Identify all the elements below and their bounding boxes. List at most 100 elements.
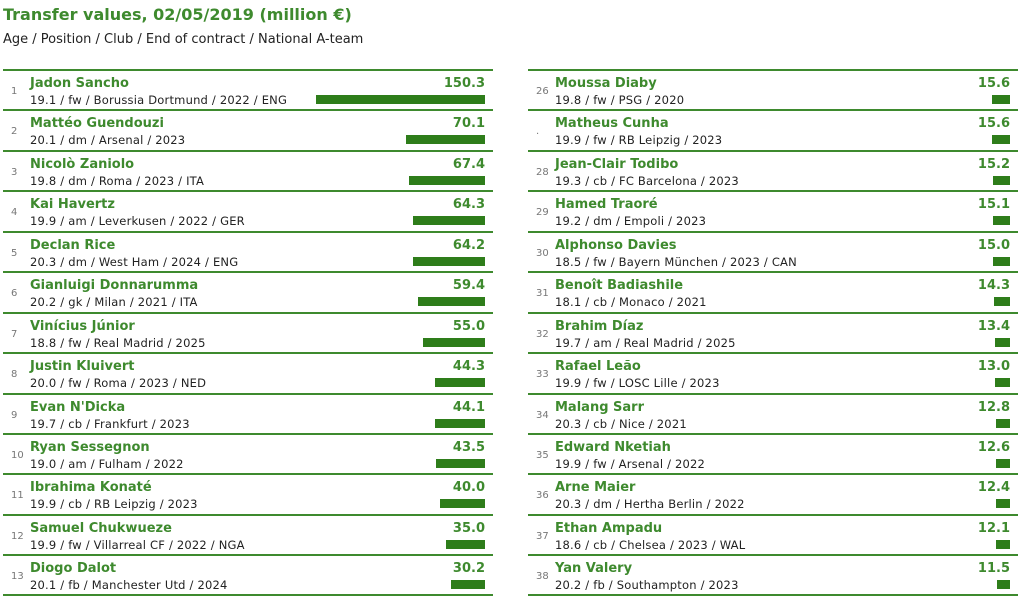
- value-label: 35.0: [452, 520, 485, 536]
- value-label: 40.0: [452, 480, 485, 496]
- chart-title: Transfer values, 02/05/2019 (million €): [3, 5, 352, 24]
- value-bar: [992, 175, 1010, 185]
- value-label: 15.6: [977, 116, 1010, 132]
- player-info: 18.5 / fw / Bayern München / 2023 / CAN: [555, 254, 797, 269]
- player-name: Hamed Traoré: [555, 197, 658, 213]
- rank-number: 37: [536, 530, 549, 542]
- table-row: 26 Moussa Diaby 19.8 / fw / PSG / 2020 15.6: [528, 69, 1018, 109]
- player-info: 20.3 / dm / West Ham / 2024 / ENG: [30, 254, 239, 269]
- value-label: 44.3: [452, 359, 485, 375]
- player-info: 19.9 / fw / Arsenal / 2022: [555, 456, 706, 471]
- rank-number: 28: [536, 166, 549, 178]
- table-row: 3 Nicolò Zaniolo 19.8 / dm / Roma / 2023 /…: [3, 149, 493, 190]
- player-name: Edward Nketiah: [555, 439, 671, 455]
- player-info: 18.6 / cb / Chelsea / 2023 / WAL: [555, 537, 746, 552]
- player-info: 19.9 / fw / RB Leipzig / 2023: [555, 133, 723, 148]
- value-label: 15.6: [977, 76, 1010, 91]
- player-name: Mattéo Guendouzi: [30, 116, 164, 132]
- player-info: 20.1 / fb / Manchester Utd / 2024: [30, 578, 228, 593]
- rank-number: 11: [11, 490, 24, 502]
- table-row: 5 Declan Rice 20.3 / dm / West Ham / 2024 …: [3, 230, 493, 271]
- value-label: 70.1: [452, 116, 485, 132]
- value-bar: [997, 580, 1010, 590]
- value-bar: [993, 216, 1010, 226]
- value-label: 15.2: [977, 156, 1010, 172]
- value-label: 14.3: [977, 278, 1010, 294]
- rank-number: 9: [11, 409, 18, 421]
- player-name: Brahim Díaz: [555, 318, 644, 334]
- value-label: 67.4: [452, 156, 485, 172]
- rank-number: 10: [11, 449, 24, 461]
- table-row: 9 Evan N'Dicka 19.7 / cb / Frankfurt / 202…: [3, 392, 493, 433]
- value-bar: [451, 580, 485, 590]
- rank-number: 7: [11, 328, 18, 340]
- table-row: 36 Arne Maier 20.3 / dm / Hertha Berlin / …: [528, 473, 1018, 513]
- player-info: 20.2 / gk / Milan / 2021 / ITA: [30, 295, 198, 310]
- chart-subtitle: Age / Position / Club / End of contract …: [3, 32, 364, 47]
- player-name: Ethan Ampadu: [555, 520, 663, 536]
- player-name: Kai Havertz: [30, 197, 115, 213]
- value-label: 59.4: [452, 278, 485, 294]
- value-bar: [406, 135, 485, 145]
- player-info: 20.0 / fw / Roma / 2023 / NED: [30, 376, 207, 391]
- rank-number: 34: [536, 409, 549, 421]
- rank-number: 33: [536, 369, 549, 381]
- value-label: 12.6: [977, 439, 1010, 455]
- player-name: Arne Maier: [555, 480, 636, 496]
- player-name: Benoît Badiashile: [555, 278, 684, 294]
- ranking-column-right: 26 Moussa Diaby 19.8 / fw / PSG / 2020 15.6…: [528, 69, 1018, 597]
- value-label: 12.8: [977, 399, 1010, 415]
- player-info: 18.8 / fw / Real Madrid / 2025: [30, 335, 206, 350]
- player-info: 18.1 / cb / Monaco / 2021: [555, 295, 707, 310]
- table-row: 28 Jean-Clair Todibo 19.3 / cb / FC Barcel…: [528, 149, 1018, 190]
- table-row: 1 Jadon Sancho 19.1 / fw / Borussia Dortmu…: [3, 69, 493, 109]
- table-row: 31 Benoît Badiashile 18.1 / cb / Monaco / …: [528, 271, 1018, 311]
- rank-number: 26: [536, 86, 549, 97]
- rank-number: 32: [536, 328, 549, 340]
- value-label: 12.4: [977, 480, 1010, 496]
- value-bar: [993, 256, 1010, 266]
- player-name: Moussa Diaby: [555, 76, 657, 91]
- rank-number: 31: [536, 288, 549, 300]
- table-row: 32 Brahim Díaz 19.7 / am / Real Madrid / 2…: [528, 311, 1018, 352]
- player-info: 20.1 / dm / Arsenal / 2023: [30, 133, 186, 148]
- rank-number: 2: [11, 126, 18, 138]
- table-row: 33 Rafael Leão 19.9 / fw / LOSC Lille / 20…: [528, 352, 1018, 392]
- player-info: 19.8 / fw / PSG / 2020: [555, 93, 685, 107]
- value-bar: [418, 297, 485, 307]
- rank-number: 29: [536, 207, 549, 219]
- player-name: Alphonso Davies: [555, 237, 677, 253]
- rank-number: 36: [536, 490, 549, 502]
- value-bar: [995, 458, 1010, 468]
- player-name: Jadon Sancho: [30, 76, 129, 91]
- table-row: 29 Hamed Traoré 19.2 / dm / Empoli / 2023 1…: [528, 190, 1018, 230]
- value-label: 15.1: [977, 197, 1010, 213]
- value-bar: [996, 499, 1010, 509]
- player-info: 19.7 / am / Real Madrid / 2025: [555, 335, 736, 350]
- rank-number: 38: [536, 571, 549, 583]
- table-row: 2 Mattéo Guendouzi 20.1 / dm / Arsenal / 2…: [3, 109, 493, 149]
- table-row: 12 Samuel Chukwueze 19.9 / fw / Villarreal…: [3, 513, 493, 554]
- value-bar: [435, 418, 485, 428]
- ranking-column-left: 1 Jadon Sancho 19.1 / fw / Borussia Dortmu…: [3, 69, 493, 597]
- value-bar: [435, 378, 485, 388]
- rank-number: 12: [11, 530, 24, 542]
- value-bar: [412, 256, 485, 266]
- value-bar: [995, 418, 1010, 428]
- player-name: Declan Rice: [30, 237, 116, 253]
- table-row: 38 Yan Valery 20.2 / fb / Southampton / 20…: [528, 554, 1018, 597]
- player-info: 19.9 / fw / LOSC Lille / 2023: [555, 376, 720, 391]
- table-row: 13 Diogo Dalot 20.1 / fb / Manchester Utd …: [3, 554, 493, 597]
- player-info: 20.2 / fb / Southampton / 2023: [555, 578, 739, 593]
- table-row: 37 Ethan Ampadu 18.6 / cb / Chelsea / 2023…: [528, 513, 1018, 554]
- player-name: Nicolò Zaniolo: [30, 156, 135, 172]
- table-row: 35 Edward Nketiah 19.9 / fw / Arsenal / 20…: [528, 432, 1018, 473]
- rank-number: 5: [11, 247, 18, 259]
- player-name: Samuel Chukwueze: [30, 520, 172, 536]
- table-row: 11 Ibrahima Konaté 19.9 / cb / RB Leipzig …: [3, 473, 493, 513]
- value-label: 64.2: [452, 237, 485, 253]
- rank-number: 8: [11, 369, 18, 381]
- value-label: 64.3: [452, 197, 485, 213]
- value-label: 44.1: [452, 399, 485, 415]
- player-name: Justin Kluivert: [30, 359, 135, 375]
